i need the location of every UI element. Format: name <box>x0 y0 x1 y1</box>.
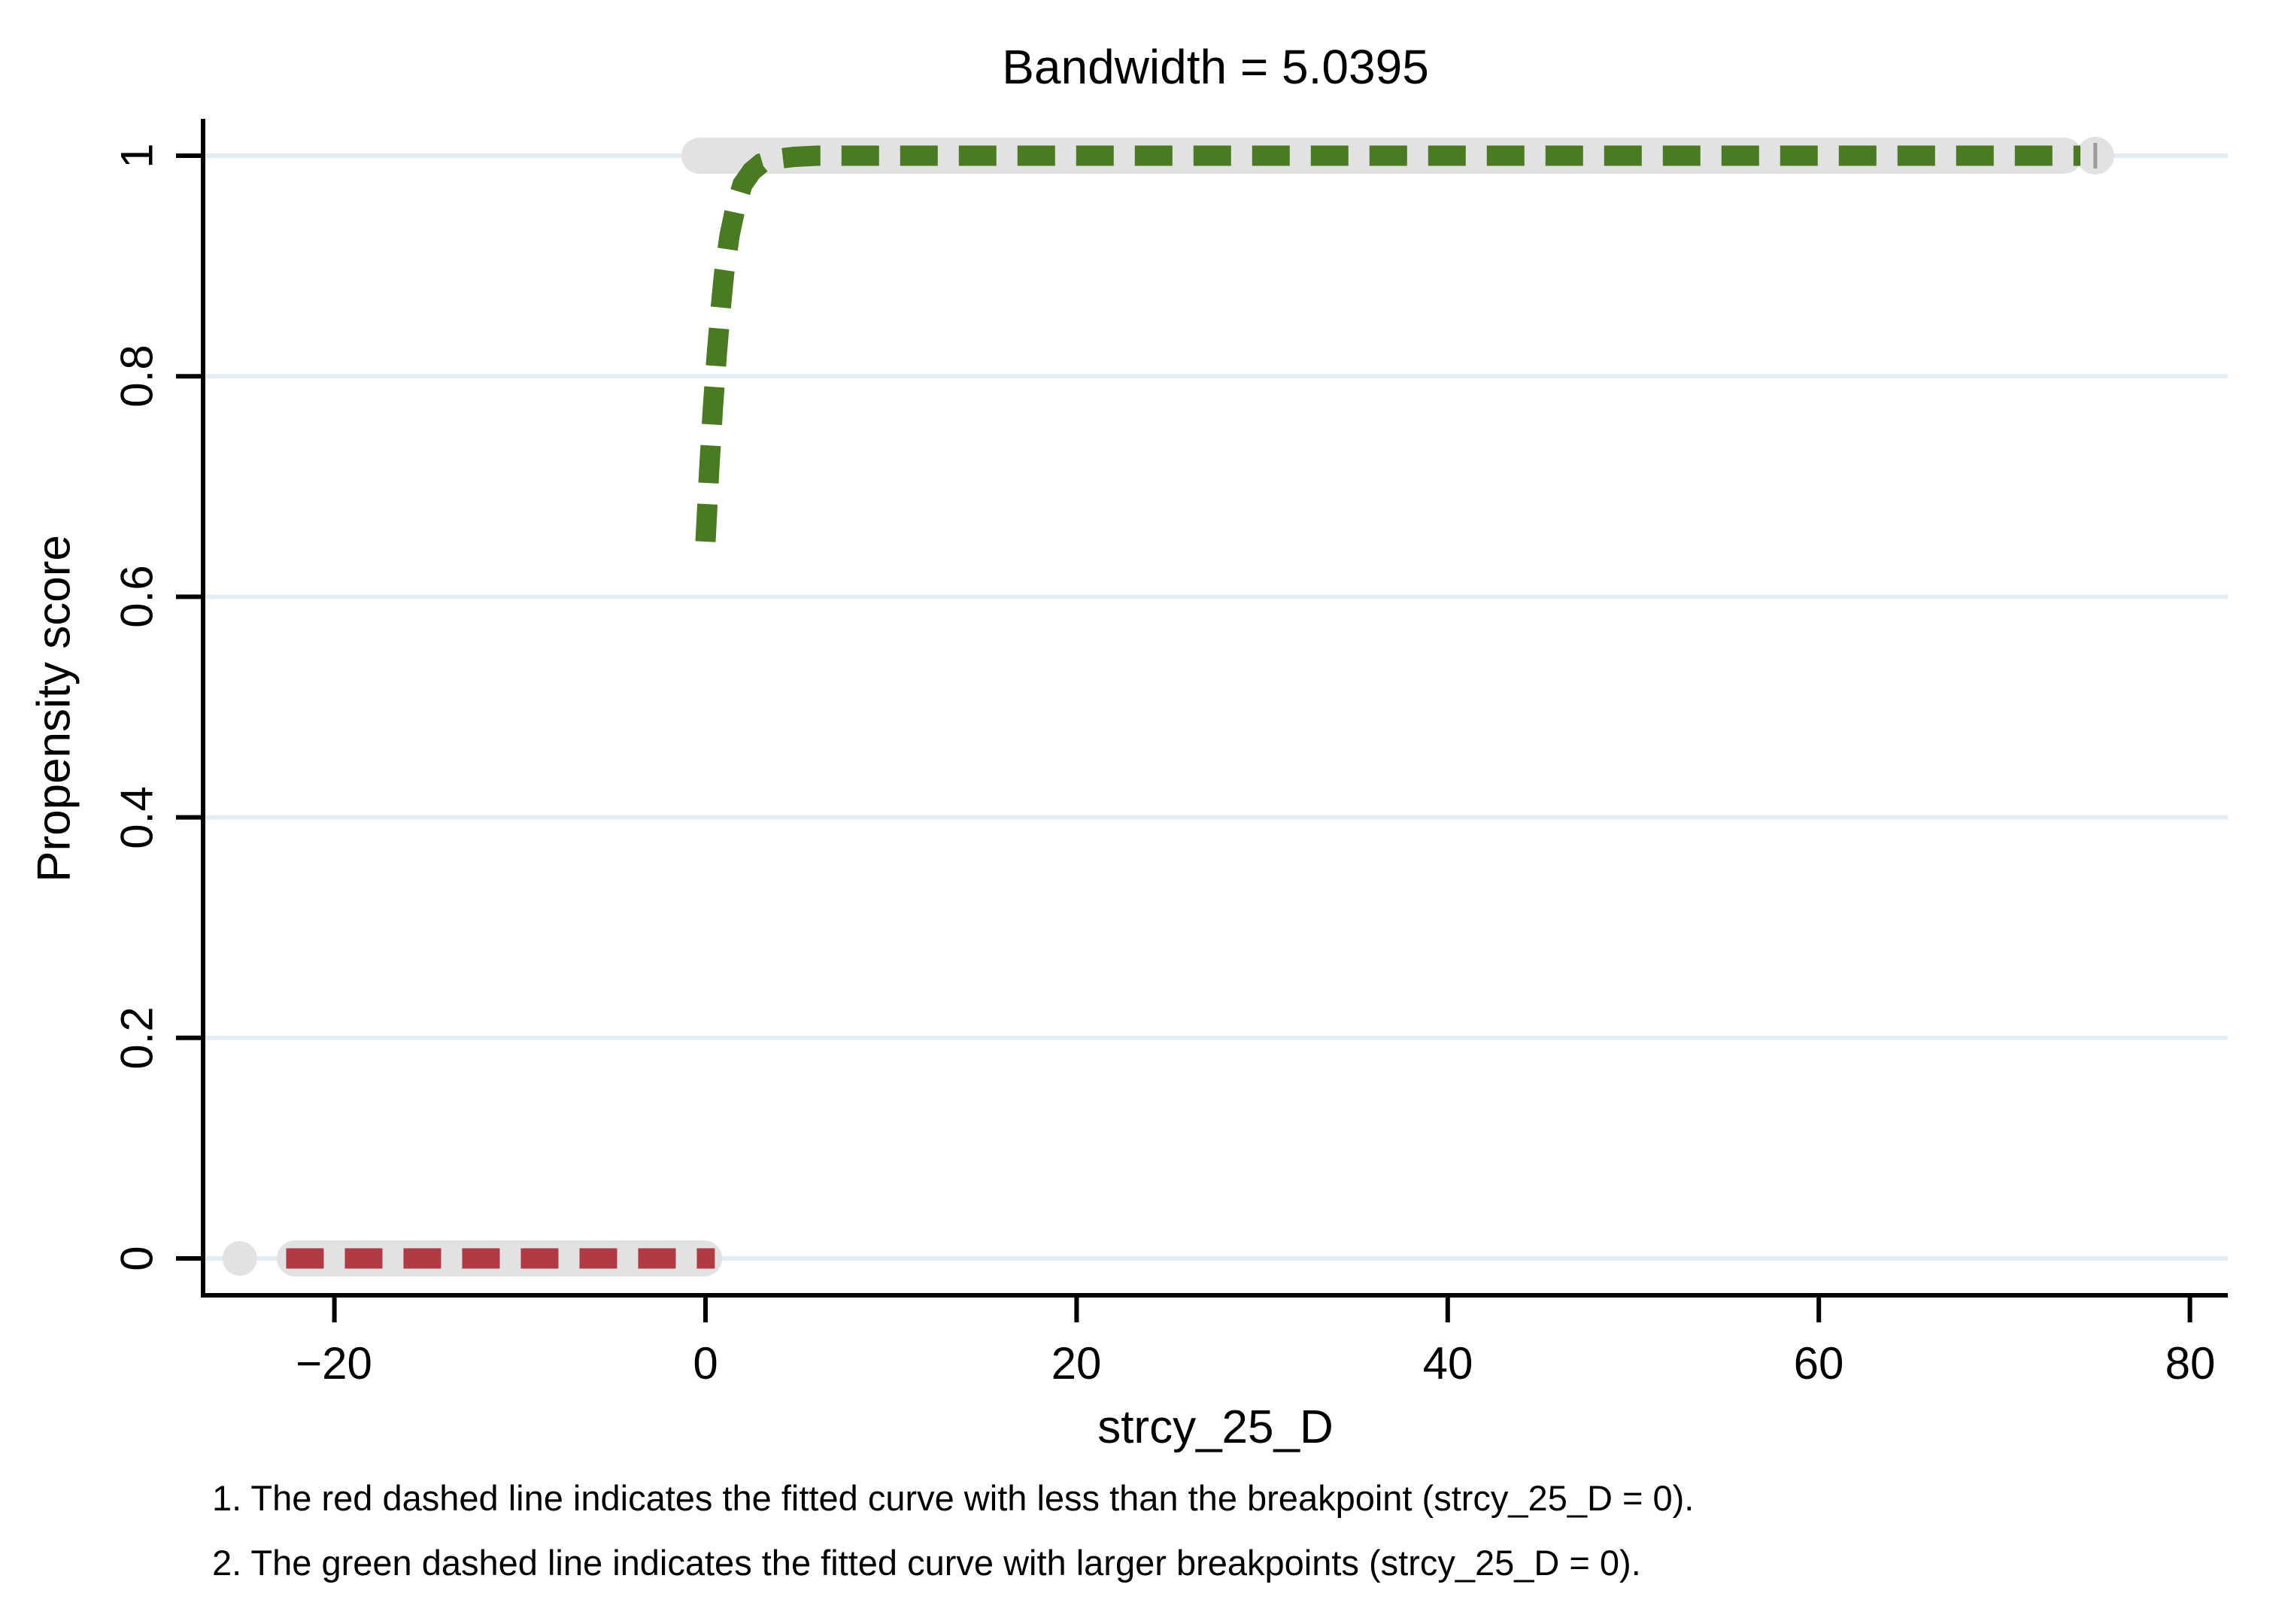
y-tick-label: 1 <box>111 143 162 168</box>
y-axis-label: Propensity score <box>28 535 80 882</box>
note-line-1: 1. The red dashed line indicates the fit… <box>212 1478 1695 1518</box>
x-tick-label: 60 <box>1793 1338 1844 1389</box>
x-tick-label: −20 <box>296 1338 372 1389</box>
x-axis-label: strcy_25_D <box>1097 1401 1334 1453</box>
x-tick-label: 40 <box>1422 1338 1473 1389</box>
y-tick-label: 0.6 <box>111 565 162 628</box>
y-tick-label: 0.4 <box>111 786 162 849</box>
x-tick-label: 0 <box>693 1338 718 1389</box>
page-title: Bandwidth = 5.0395 <box>1002 40 1429 94</box>
y-tick-label: 0.8 <box>111 345 162 408</box>
y-tick-label: 0.2 <box>111 1006 162 1070</box>
note-line-2: 2. The green dashed line indicates the f… <box>212 1543 1641 1583</box>
scatter-outlier-dot <box>222 1241 257 1276</box>
green-fitted-curve <box>695 145 2080 542</box>
x-tick-label: 80 <box>2165 1338 2216 1389</box>
x-tick-label: 20 <box>1051 1338 1102 1389</box>
y-tick-label: 0 <box>111 1246 162 1271</box>
